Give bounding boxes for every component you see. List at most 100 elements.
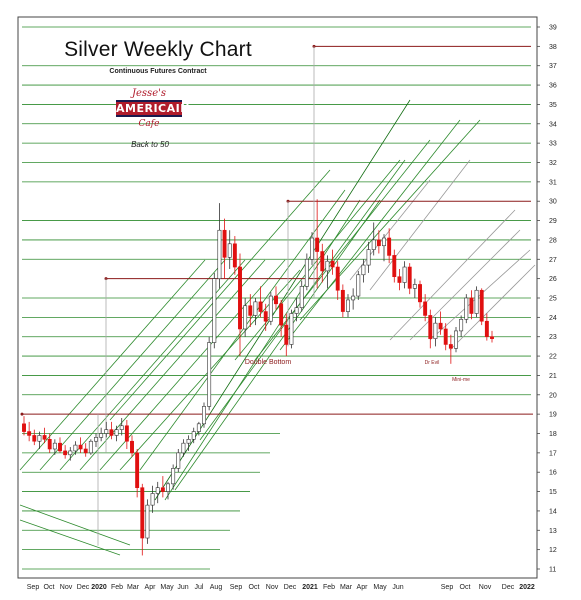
candle-body (304, 258, 309, 287)
time-tick-label: Oct (249, 584, 260, 591)
price-tick-label: 20 (549, 392, 557, 399)
fan-line (299, 119, 481, 321)
time-tick-label: Dec (77, 584, 90, 591)
candle-body (63, 450, 68, 456)
candle-body (433, 322, 438, 339)
candle-body (279, 303, 284, 326)
candle-body (294, 307, 299, 314)
candle-body (258, 301, 263, 312)
candle-body (310, 237, 314, 260)
candle-body (376, 239, 381, 247)
candle-body (166, 483, 170, 492)
candle-body (130, 440, 134, 454)
time-tick-label: Aug (210, 584, 223, 591)
candle-body (196, 423, 201, 432)
candle-body (140, 487, 145, 539)
time-tick-label: 2022 (519, 584, 535, 591)
time-tick-label: Feb (323, 584, 335, 591)
time-tick-label: Dec (502, 584, 515, 591)
price-tick-label: 21 (549, 373, 557, 380)
price-tick-label: 33 (549, 141, 557, 148)
price-tick-label: 36 (549, 83, 557, 90)
price-tick-label: 35 (549, 102, 557, 109)
candle-body (135, 452, 140, 489)
price-tick-label: 39 (549, 25, 557, 32)
candle-body (428, 315, 433, 339)
price-tick-label: 30 (549, 199, 557, 206)
time-tick-label: Sep (27, 584, 40, 591)
candle-body (27, 431, 32, 436)
candle-body (232, 243, 237, 268)
candle-body (94, 437, 98, 442)
candle-body (222, 229, 227, 258)
price-tick-label: 12 (549, 547, 557, 554)
time-tick-label: Mar (340, 584, 353, 591)
candle-body (392, 255, 397, 278)
candle-body (315, 237, 320, 252)
fan-line (109, 169, 331, 421)
title-block: Silver Weekly Chart Continuous Futures C… (48, 38, 268, 75)
price-tick-label: 28 (549, 237, 557, 244)
price-tick-label: 34 (549, 121, 557, 128)
candle-body (387, 237, 392, 256)
candle-body (217, 229, 222, 279)
candle-body (171, 468, 176, 485)
candle-body (459, 318, 464, 332)
time-tick-label: Nov (60, 584, 73, 591)
candle-body (83, 448, 88, 454)
candle-body (253, 301, 258, 316)
price-tick-label: 13 (549, 528, 557, 535)
candle-body (73, 444, 78, 452)
candle-body (274, 295, 278, 305)
price-tick-label: 29 (549, 218, 557, 225)
time-tick-label: Sep (230, 584, 243, 591)
candle-body (371, 239, 376, 250)
candle-body (186, 439, 191, 444)
price-tick-label: 24 (549, 315, 557, 322)
candle-body (412, 284, 417, 289)
price-tick-label: 23 (549, 334, 557, 341)
candle-body (469, 297, 474, 314)
time-tick-label: Oct (44, 584, 55, 591)
candlestick-series (22, 199, 494, 556)
candle-body (176, 452, 181, 469)
fan-line (154, 99, 411, 501)
candle-body (382, 237, 386, 247)
candle-body (109, 429, 114, 436)
time-tick-label: 2021 (302, 584, 318, 591)
price-tick-label: 25 (549, 296, 557, 303)
chart-subtitle: Continuous Futures Contract (109, 68, 207, 75)
candle-body (284, 324, 289, 345)
brand-logo-line1: Jesse's (132, 88, 166, 99)
candle-body (490, 336, 494, 339)
candle-body (99, 433, 104, 438)
fan-line (279, 119, 461, 351)
candle-body (263, 311, 268, 322)
candle-body (181, 442, 186, 454)
candle-body (58, 442, 62, 452)
fan-line (19, 519, 121, 556)
candle-body (212, 278, 217, 343)
price-tick-label: 22 (549, 354, 557, 361)
candle-body (150, 493, 155, 506)
candle-body (418, 284, 422, 303)
resistance-anchor-dot (20, 412, 24, 416)
fan-line (369, 159, 471, 291)
chart-title: Silver Weekly Chart (64, 38, 252, 61)
fan-line (99, 259, 286, 471)
annotation-label: Double Bottom (245, 359, 291, 366)
price-tick-label: 15 (549, 489, 557, 496)
time-tick-label: May (373, 584, 387, 591)
time-tick-label: Jun (177, 584, 188, 591)
brand-logo: Jesse's AMERICAIN Cafe (116, 88, 189, 136)
candle-body (124, 425, 129, 442)
candle-body (104, 429, 109, 434)
price-tick-label: 19 (549, 412, 557, 419)
candle-body (299, 286, 304, 308)
candle-body (37, 435, 42, 442)
price-tick-label: 37 (549, 63, 557, 70)
fan-line (389, 209, 516, 341)
candle-body (330, 260, 335, 268)
fan-line (254, 139, 431, 361)
